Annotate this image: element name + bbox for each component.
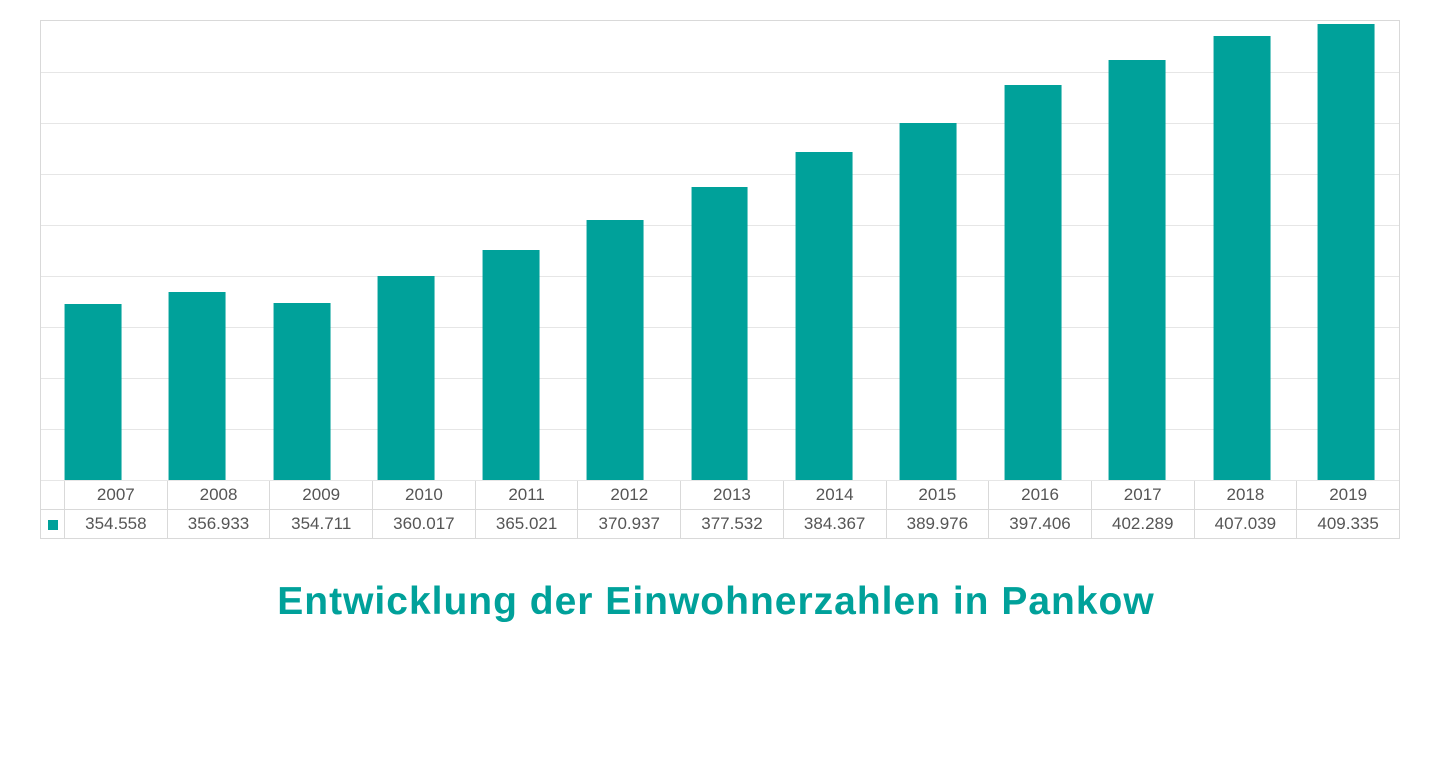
axis-value-cell: 354.711 <box>270 510 373 539</box>
axis-year-cell: 2018 <box>1194 481 1297 510</box>
chart-bar-slot <box>41 21 145 480</box>
chart-bar-slot <box>981 21 1085 480</box>
chart-bar <box>378 276 435 480</box>
legend-cell <box>41 510 65 539</box>
population-chart: 2007200820092010201120122013201420152016… <box>40 20 1400 539</box>
chart-bar-slot <box>250 21 354 480</box>
chart-bar-slot <box>1295 21 1399 480</box>
chart-bar-slot <box>1086 21 1190 480</box>
axis-value-cell: 409.335 <box>1297 510 1400 539</box>
chart-gridline <box>41 480 1399 481</box>
chart-bar-slot <box>145 21 249 480</box>
chart-bar <box>1318 24 1375 480</box>
chart-bar-slot <box>772 21 876 480</box>
chart-bar <box>482 250 539 480</box>
axis-value-cell: 384.367 <box>783 510 886 539</box>
axis-year-cell: 2011 <box>475 481 578 510</box>
axis-value-cell: 370.937 <box>578 510 681 539</box>
axis-value-cell: 407.039 <box>1194 510 1297 539</box>
chart-bar <box>1109 60 1166 480</box>
chart-bar-slot <box>459 21 563 480</box>
axis-value-cell: 402.289 <box>1091 510 1194 539</box>
chart-bar <box>796 152 853 480</box>
chart-bar <box>64 304 121 480</box>
chart-bar-slot <box>563 21 667 480</box>
chart-bar <box>900 123 957 480</box>
chart-bar <box>587 220 644 480</box>
chart-bar <box>169 292 226 480</box>
axis-value-cell: 397.406 <box>989 510 1092 539</box>
chart-bar <box>1213 36 1270 480</box>
axis-year-cell: 2017 <box>1091 481 1194 510</box>
axis-year-cell: 2019 <box>1297 481 1400 510</box>
axis-year-cell: 2010 <box>373 481 476 510</box>
axis-year-cell: 2015 <box>886 481 989 510</box>
chart-axis-table: 2007200820092010201120122013201420152016… <box>40 480 1400 539</box>
axis-value-cell: 356.933 <box>167 510 270 539</box>
axis-value-cell: 377.532 <box>681 510 784 539</box>
chart-bars <box>41 21 1399 480</box>
legend-marker-icon <box>48 520 58 530</box>
axis-year-cell: 2013 <box>681 481 784 510</box>
axis-year-cell: 2008 <box>167 481 270 510</box>
axis-value-cell: 360.017 <box>373 510 476 539</box>
chart-bar <box>1005 85 1062 480</box>
chart-title: Entwicklung der Einwohnerzahlen in Panko… <box>0 580 1432 624</box>
chart-bar-slot <box>668 21 772 480</box>
axis-value-cell: 365.021 <box>475 510 578 539</box>
axis-year-cell: 2012 <box>578 481 681 510</box>
chart-bar-slot <box>877 21 981 480</box>
chart-plot-area <box>40 20 1400 480</box>
axis-year-cell: 2007 <box>65 481 168 510</box>
chart-bar <box>273 303 330 480</box>
chart-bar-slot <box>354 21 458 480</box>
axis-value-cell: 389.976 <box>886 510 989 539</box>
axis-value-cell: 354.558 <box>65 510 168 539</box>
legend-cell-spacer <box>41 481 65 510</box>
chart-bar-slot <box>1190 21 1294 480</box>
chart-bar <box>691 187 748 480</box>
axis-year-cell: 2014 <box>783 481 886 510</box>
axis-year-cell: 2009 <box>270 481 373 510</box>
axis-year-cell: 2016 <box>989 481 1092 510</box>
